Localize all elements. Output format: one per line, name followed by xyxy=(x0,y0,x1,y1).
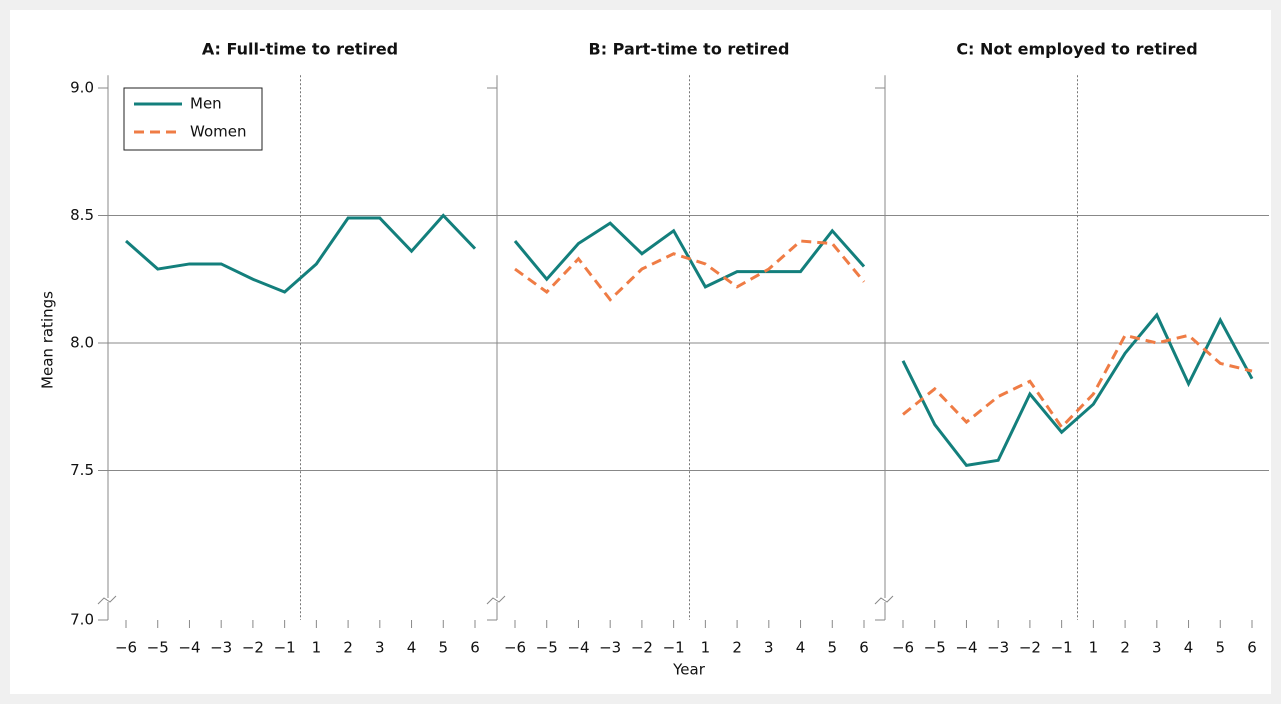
y-tick-label: 9.0 xyxy=(70,79,94,97)
panel-title: C: Not employed to retired xyxy=(956,40,1197,59)
x-tick-label: −3 xyxy=(210,639,232,657)
y-tick-label: 8.0 xyxy=(70,334,94,352)
x-tick-label: −6 xyxy=(115,639,137,657)
x-tick-label: 2 xyxy=(1120,639,1130,657)
x-tick-label: −6 xyxy=(892,639,914,657)
series-line xyxy=(901,312,1254,468)
legend-label: Men xyxy=(190,95,222,113)
x-tick-label: 4 xyxy=(796,639,806,657)
x-tick-label: −2 xyxy=(1019,639,1041,657)
x-tick-label: 1 xyxy=(312,639,322,657)
x-tick-label: 3 xyxy=(764,639,774,657)
x-tick-label: −6 xyxy=(504,639,526,657)
x-tick-label: 5 xyxy=(1215,639,1225,657)
x-tick-label: −5 xyxy=(536,639,558,657)
x-tick-label: 5 xyxy=(827,639,837,657)
series-line xyxy=(125,213,477,294)
x-tick-label: −2 xyxy=(242,639,264,657)
legend-box xyxy=(123,87,263,151)
x-tick-label: −4 xyxy=(567,639,589,657)
x-tick-label: 2 xyxy=(343,639,353,657)
x-tick-label: 4 xyxy=(407,639,417,657)
axis-break xyxy=(486,595,506,605)
x-tick-label: 6 xyxy=(859,639,869,657)
x-axis-label: Year xyxy=(672,661,706,679)
x-tick-label: −3 xyxy=(599,639,621,657)
series-line xyxy=(514,239,866,302)
axis-break xyxy=(97,595,117,605)
x-tick-label: 6 xyxy=(1247,639,1257,657)
x-tick-label: 5 xyxy=(438,639,448,657)
panel-title: B: Part-time to retired xyxy=(589,40,790,59)
x-tick-label: 3 xyxy=(1152,639,1162,657)
axis-break xyxy=(874,595,894,605)
x-tick-label: 4 xyxy=(1184,639,1194,657)
x-tick-label: 3 xyxy=(375,639,385,657)
x-tick-label: −5 xyxy=(924,639,946,657)
x-tick-label: −4 xyxy=(178,639,200,657)
y-tick-label: 7.0 xyxy=(70,611,94,629)
y-axis-label: Mean ratings xyxy=(39,291,57,389)
x-tick-label: −2 xyxy=(631,639,653,657)
x-tick-label: 1 xyxy=(1089,639,1099,657)
y-tick-label: 7.5 xyxy=(70,461,94,479)
x-tick-label: −3 xyxy=(987,639,1009,657)
x-tick-label: 6 xyxy=(470,639,480,657)
x-tick-label: −1 xyxy=(274,639,296,657)
x-tick-label: 1 xyxy=(701,639,711,657)
x-tick-label: −5 xyxy=(147,639,169,657)
x-tick-label: 2 xyxy=(732,639,742,657)
panel-title: A: Full-time to retired xyxy=(202,40,398,59)
x-tick-label: −1 xyxy=(663,639,685,657)
y-tick-label: 8.5 xyxy=(70,206,94,224)
x-tick-label: −4 xyxy=(955,639,977,657)
legend-label: Women xyxy=(190,123,246,141)
series-line xyxy=(902,333,1253,430)
x-tick-label: −1 xyxy=(1051,639,1073,657)
